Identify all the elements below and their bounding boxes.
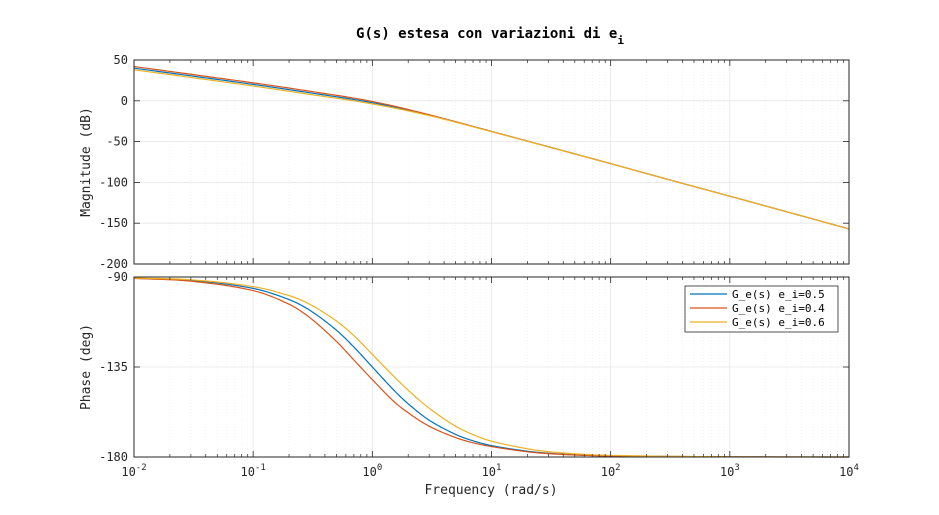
phase-series-line	[133, 277, 850, 458]
x-axis-label: Frequency (rad/s)	[424, 483, 557, 498]
magnitude-panel: 50 0 -50 -100 -150 -200 Magnitude (dB)	[79, 53, 850, 271]
magnitude-ticks: 50 0 -50 -100 -150 -200	[99, 53, 850, 271]
title-main: G(s) estesa con variazioni di e	[356, 26, 617, 42]
magnitude-series-line	[133, 69, 850, 230]
magnitude-y-tick-label: 0	[121, 94, 128, 108]
legend-entry: G_e(s) e_i=0.4	[690, 302, 825, 315]
figure-title: G(s) estesa con variazioni di ei	[356, 26, 624, 47]
phase-panel: -90 -135 -180 Phase (deg) G_e(s) e_i=0.5 G…	[79, 270, 850, 464]
phase-series-group	[133, 277, 850, 458]
x-tick-label: 10-1	[241, 463, 266, 479]
magnitude-y-tick-label: 50	[114, 53, 128, 67]
x-tick-label: 101	[482, 463, 502, 479]
magnitude-y-tick-label: -200	[99, 257, 128, 271]
x-tick-label: 100	[362, 463, 382, 479]
x-tick-labels: 10-2 10-1 100 101 102 103 104	[121, 463, 859, 479]
x-tick-label: 103	[720, 463, 740, 479]
phase-y-tick-label: -180	[99, 450, 128, 464]
phase-ticks: -90 -135 -180	[99, 270, 850, 464]
legend-label: G_e(s) e_i=0.5	[732, 288, 825, 301]
x-tick-label: 104	[839, 463, 859, 479]
magnitude-ylabel: Magnitude (dB)	[79, 107, 94, 217]
title-subscript: i	[617, 34, 624, 47]
magnitude-minor-grid	[169, 60, 844, 264]
magnitude-y-tick-label: -100	[99, 175, 128, 189]
x-tick-label: 102	[601, 463, 621, 479]
legend: G_e(s) e_i=0.5 G_e(s) e_i=0.4 G_e(s) e_i…	[684, 285, 839, 333]
legend-entry: G_e(s) e_i=0.5	[690, 288, 825, 301]
phase-series-line	[133, 277, 850, 458]
phase-y-tick-label: -90	[106, 270, 128, 284]
legend-label: G_e(s) e_i=0.4	[732, 302, 825, 315]
magnitude-y-tick-label: -50	[106, 135, 128, 149]
magnitude-y-tick-label: -150	[99, 216, 128, 230]
phase-y-tick-label: -135	[99, 360, 128, 374]
legend-label: G_e(s) e_i=0.6	[732, 316, 825, 329]
magnitude-series-group	[133, 65, 850, 230]
legend-entry: G_e(s) e_i=0.6	[690, 316, 825, 329]
phase-ylabel: Phase (deg)	[79, 324, 94, 410]
x-tick-label: 10-2	[121, 463, 146, 479]
